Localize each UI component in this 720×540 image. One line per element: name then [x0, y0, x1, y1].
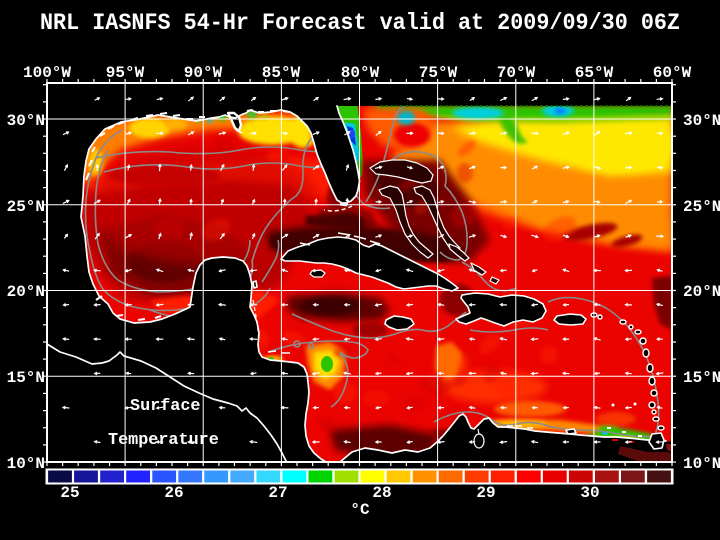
svg-text:15°N: 15°N	[683, 369, 720, 387]
svg-text:Temperature: Temperature	[108, 431, 219, 450]
svg-text:75°W: 75°W	[419, 64, 458, 82]
svg-text:15°N: 15°N	[7, 369, 45, 387]
svg-text:20°N: 20°N	[7, 283, 45, 301]
svg-text:°C: °C	[350, 501, 370, 519]
svg-text:30°N: 30°N	[683, 112, 720, 130]
svg-text:20°N: 20°N	[683, 283, 720, 301]
svg-text:30°N: 30°N	[7, 112, 45, 130]
svg-text:80°W: 80°W	[341, 64, 380, 82]
svg-text:30: 30	[580, 484, 599, 502]
svg-text:90°W: 90°W	[184, 64, 223, 82]
svg-text:25°N: 25°N	[683, 198, 720, 216]
svg-text:25°N: 25°N	[7, 198, 45, 216]
svg-text:Surface: Surface	[130, 397, 201, 416]
svg-text:95°W: 95°W	[106, 64, 145, 82]
svg-text:25: 25	[60, 484, 79, 502]
svg-text:85°W: 85°W	[262, 64, 301, 82]
svg-text:60°W: 60°W	[653, 64, 692, 82]
svg-text:70°W: 70°W	[497, 64, 536, 82]
svg-text:65°W: 65°W	[575, 64, 614, 82]
svg-text:28: 28	[372, 484, 391, 502]
svg-text:10°N: 10°N	[683, 455, 720, 473]
svg-text:10°N: 10°N	[7, 455, 45, 473]
svg-text:NRL IASNFS 54-Hr Forecast val: NRL IASNFS 54-Hr Forecast valid at 2009/…	[40, 10, 680, 36]
svg-text:27: 27	[268, 484, 287, 502]
svg-text:100°W: 100°W	[23, 64, 71, 82]
svg-text:26: 26	[164, 484, 183, 502]
svg-text:29: 29	[476, 484, 495, 502]
